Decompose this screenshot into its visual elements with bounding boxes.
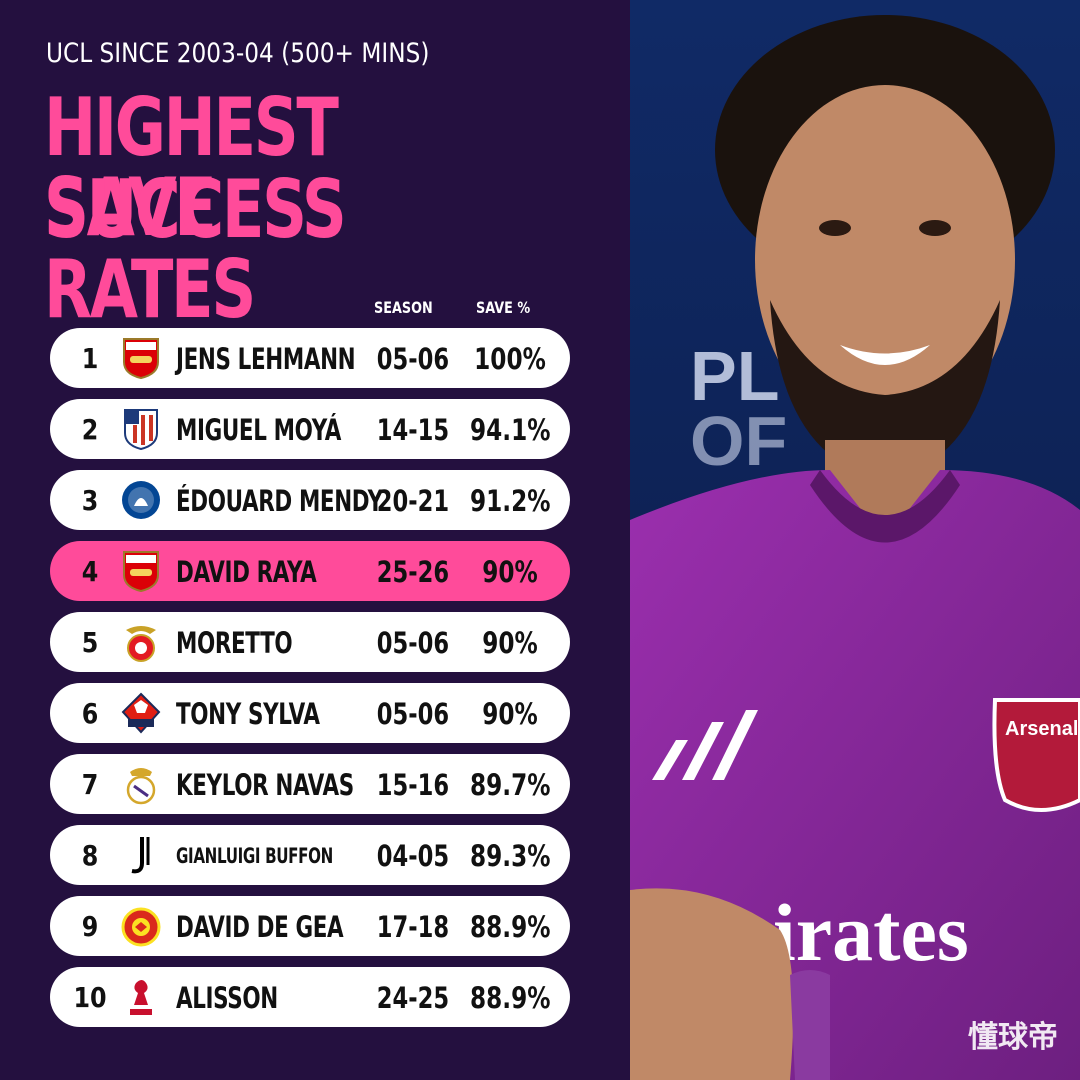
player-name: ÉDOUARD MENDY [176, 484, 383, 518]
save-column-header: SAVE % [476, 298, 531, 317]
season: 05-06 [376, 342, 450, 376]
save-percentage: 89.3% [470, 839, 551, 873]
player-photo: PL OF Arsenal Emirates 懂球帝 [630, 0, 1080, 1080]
juventus-crest-icon [131, 837, 150, 874]
chelsea-crest-icon [122, 481, 160, 519]
save-percentage: 91.2% [470, 484, 551, 518]
rank: 2 [81, 413, 99, 446]
rank: 4 [81, 555, 99, 588]
save-percentage: 88.9% [470, 981, 551, 1015]
save-percentage: 100% [474, 342, 546, 376]
season-column-header: SEASON [374, 298, 433, 317]
benfica-crest-icon [126, 626, 156, 662]
real-madrid-crest-icon [126, 768, 156, 805]
player-name: TONY SYLVA [176, 697, 320, 731]
player-name: MORETTO [176, 626, 293, 660]
save-percentage: 94.1% [470, 413, 551, 447]
table-row: 3 ÉDOUARD MENDY 20-21 91.2% [50, 470, 570, 530]
arsenal-crest-icon [123, 551, 159, 593]
season: 17-18 [376, 910, 450, 944]
lille-crest-icon [121, 692, 161, 734]
table-row: 10 ALISSON 24-25 88.9% [50, 967, 570, 1027]
rank: 5 [81, 626, 99, 659]
season: 24-25 [376, 981, 450, 1015]
watermark: 懂球帝 [968, 1020, 1058, 1055]
liverpool-crest-icon [130, 980, 152, 1015]
save-percentage: 90% [482, 697, 538, 731]
season: 20-21 [376, 484, 450, 518]
table-row: 2 MIGUEL MOYÁ 14-15 94.1% [50, 399, 570, 459]
rank: 7 [81, 768, 99, 801]
rank: 1 [81, 342, 99, 375]
subtitle: UCL SINCE 2003-04 (500+ MINS) [46, 38, 430, 69]
player-name: MIGUEL MOYÁ [176, 413, 342, 447]
player-name: JENS LEHMANN [176, 342, 356, 376]
player-name: DAVID DE GEA [176, 910, 344, 944]
table-row: 6 TONY SYLVA 05-06 90% [50, 683, 570, 743]
table-row: 9 DAVID DE GEA 17-18 88.9% [50, 896, 570, 956]
season: 05-06 [376, 697, 450, 731]
svg-text:PL: PL [690, 337, 779, 415]
player-name: DAVID RAYA [176, 555, 317, 589]
arsenal-crest-icon [123, 338, 159, 380]
rank: 3 [81, 484, 99, 517]
manchester-united-crest-icon [121, 907, 161, 947]
season: 14-15 [376, 413, 450, 447]
headline-line-1: HIGHEST SAVE [44, 81, 339, 254]
save-percentage: 88.9% [470, 910, 551, 944]
table-row: 5 MORETTO 05-06 90% [50, 612, 570, 672]
player-name: KEYLOR NAVAS [176, 768, 354, 802]
rank: 9 [81, 910, 99, 943]
table-row: 8 GIANLUIGI BUFFON 04-05 89.3% [50, 825, 570, 885]
player-name: GIANLUIGI BUFFON [176, 844, 333, 868]
goalkeeper-portrait-illustration: PL OF Arsenal Emirates [630, 0, 1080, 1080]
save-percentage: 89.7% [470, 768, 551, 802]
table-row-highlighted: 4 DAVID RAYA 25-26 90% [50, 541, 570, 601]
svg-text:OF: OF [690, 402, 787, 480]
player-name: ALISSON [176, 981, 278, 1015]
table-row: 1 JENS LEHMANN 05-06 100% [50, 328, 570, 388]
save-percentage: 90% [482, 626, 538, 660]
leaderboard-panel: UCL SINCE 2003-04 (500+ MINS) HIGHEST SA… [44, 38, 570, 1027]
atletico-madrid-crest-icon [124, 409, 158, 451]
rank: 6 [81, 697, 99, 730]
rank: 8 [81, 839, 99, 872]
shirt-badge-text: Arsenal [1005, 718, 1078, 740]
season: 05-06 [376, 626, 450, 660]
save-percentage: 90% [482, 555, 538, 589]
headline-line-2: SUCCESS RATES [44, 163, 347, 336]
table-row: 7 KEYLOR NAVAS 15-16 89.7% [50, 754, 570, 814]
season: 04-05 [376, 839, 450, 873]
season: 15-16 [376, 768, 450, 802]
season: 25-26 [376, 555, 450, 589]
rank: 10 [73, 981, 107, 1014]
